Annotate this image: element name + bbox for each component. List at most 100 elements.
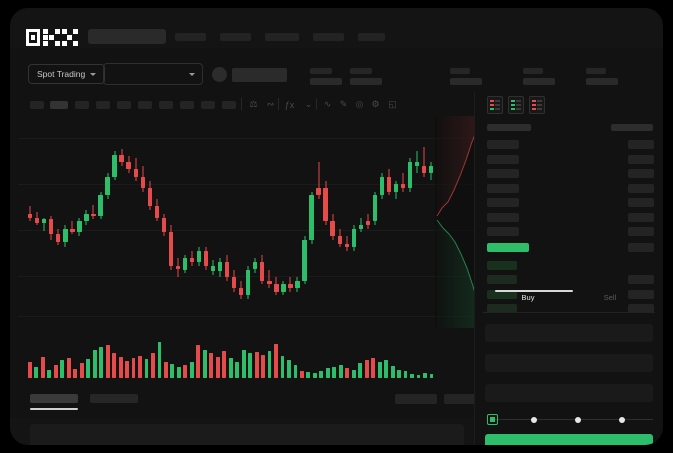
candle — [372, 116, 378, 328]
volume-bar — [228, 358, 233, 378]
volume-bar — [254, 351, 259, 378]
settings-icon[interactable]: ⚙ — [371, 99, 380, 109]
tab-order-history[interactable] — [90, 394, 138, 403]
timeframe-5[interactable] — [117, 101, 131, 109]
search-input[interactable] — [88, 29, 166, 44]
orders-table — [10, 418, 480, 445]
orderbook-col-header-price — [487, 124, 531, 131]
candle — [330, 116, 335, 328]
okx-logo[interactable] — [26, 29, 78, 46]
timeframe-1[interactable] — [30, 101, 44, 109]
orderbook-ask-row-amount — [628, 154, 654, 164]
volume-bar — [351, 369, 356, 378]
nav-item-1[interactable] — [175, 33, 206, 41]
orderbook-mode-bids[interactable] — [508, 96, 524, 114]
tab-sell[interactable]: Sell — [571, 293, 649, 302]
orderbook-mode-both[interactable] — [487, 96, 503, 114]
candle — [309, 116, 314, 328]
volume-bar — [423, 373, 427, 378]
timeframe-3[interactable] — [75, 101, 89, 109]
volume-bar — [131, 358, 136, 378]
fullscreen-icon[interactable]: ◱ — [388, 99, 397, 109]
timeframe-8[interactable] — [180, 101, 194, 109]
stepper-track — [491, 419, 653, 420]
amount-field[interactable] — [485, 354, 653, 372]
candle — [232, 116, 237, 328]
candle — [323, 116, 328, 328]
stepper-step-3[interactable] — [619, 417, 625, 423]
table-row[interactable] — [30, 424, 464, 445]
orderbook-ask-row[interactable] — [487, 154, 519, 164]
market-stat-1-label — [310, 68, 332, 74]
volume-bar — [60, 360, 65, 378]
orderbook-trade-panel: Buy Sell — [474, 92, 663, 445]
nav-item-2[interactable] — [220, 33, 251, 41]
orderbook-ask-row[interactable] — [487, 169, 519, 178]
orderbook-ask-row[interactable] — [487, 183, 519, 193]
bottom-action-1[interactable] — [395, 394, 437, 404]
price-chart[interactable] — [10, 116, 480, 328]
buy-submit-button[interactable] — [485, 434, 653, 445]
volume-bar — [410, 373, 414, 378]
indicator-icon[interactable]: ƒx — [284, 99, 295, 110]
timeframe-2[interactable] — [50, 101, 68, 109]
orderbook-highlight-row[interactable] — [487, 242, 529, 252]
orderbook-ask-row[interactable] — [487, 227, 519, 236]
nav-item-5[interactable] — [358, 33, 385, 41]
camera-icon[interactable]: ◎ — [355, 99, 364, 109]
volume-bar — [215, 356, 220, 378]
stepper-step-1[interactable] — [531, 417, 537, 423]
volume-bar — [144, 359, 149, 378]
orders-tabbar — [10, 386, 486, 416]
timeframe-7[interactable] — [159, 101, 173, 109]
candle — [379, 116, 385, 328]
volume-bar — [92, 350, 97, 378]
line-chart-icon[interactable]: ∾ — [266, 99, 275, 109]
chart-gridline — [18, 230, 476, 231]
timeframe-4[interactable] — [96, 101, 110, 109]
nav-item-3[interactable] — [265, 33, 299, 41]
orderbook-bid-row[interactable] — [487, 304, 517, 313]
price-field[interactable] — [485, 324, 653, 342]
total-field[interactable] — [485, 384, 653, 402]
timeframe-6[interactable] — [138, 101, 152, 109]
candle — [281, 116, 286, 328]
orderbook-ask-row[interactable] — [487, 198, 519, 207]
volume-bar — [73, 369, 78, 378]
stepper-step-2[interactable] — [575, 417, 581, 423]
chart-gridline — [18, 138, 476, 139]
pair-select-dropdown[interactable] — [103, 63, 203, 85]
candle — [407, 116, 413, 328]
toolbar-divider — [278, 98, 279, 110]
orderbook-bid-row[interactable] — [487, 260, 517, 270]
orderbook-ask-row[interactable] — [487, 140, 519, 149]
chevron-down-icon[interactable]: ⌄ — [304, 99, 313, 109]
timeframe-9[interactable] — [201, 101, 215, 109]
stepper-step-0[interactable] — [487, 414, 498, 425]
nav-item-4[interactable] — [313, 33, 344, 41]
timeframe-10[interactable] — [222, 101, 236, 109]
candle — [267, 116, 272, 328]
volume-bar — [202, 350, 207, 378]
bottom-action-2[interactable] — [444, 394, 486, 404]
volume-bar — [28, 361, 32, 378]
pencil-icon[interactable]: ✎ — [339, 99, 348, 109]
volume-bar — [358, 363, 363, 378]
orderbook-mode-asks[interactable] — [529, 96, 545, 114]
volume-bar — [429, 373, 434, 378]
tab-buy[interactable]: Buy — [489, 290, 573, 302]
candlestick-chart-icon[interactable]: ⚖ — [249, 99, 258, 109]
orderbook-ask-row-amount — [628, 169, 654, 178]
volume-bar — [40, 356, 45, 378]
candle — [168, 116, 174, 328]
orderbook-bid-row[interactable] — [487, 275, 517, 284]
orderbook-ask-row[interactable] — [487, 212, 519, 222]
volume-bar — [397, 369, 402, 378]
wave-icon[interactable]: ∿ — [323, 99, 332, 109]
candle — [77, 116, 82, 328]
volume-bar — [403, 371, 408, 378]
amount-stepper[interactable] — [487, 414, 653, 426]
trading-mode-dropdown[interactable]: Spot Trading — [28, 64, 106, 84]
tab-open-orders[interactable] — [30, 394, 78, 403]
orderbook-bid-row[interactable] — [487, 289, 517, 299]
